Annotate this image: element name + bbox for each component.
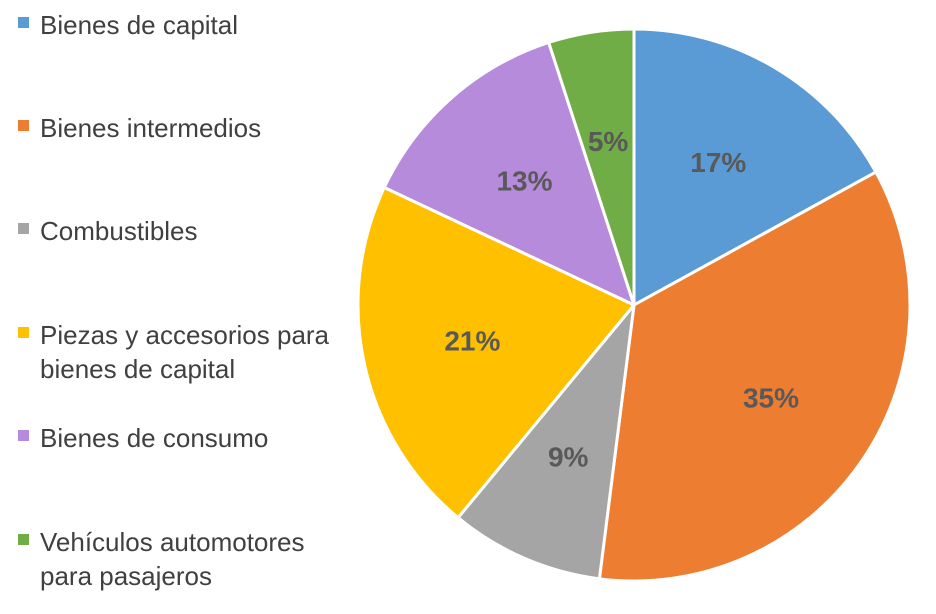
data-label-bienes-de-capital: 17% [690,147,746,178]
data-label-combustibles: 9% [548,441,589,472]
legend-swatch [18,327,29,338]
pie-slice-combustibles [456,303,636,581]
legend-swatch [18,223,29,234]
legend-swatch [18,430,29,441]
legend-label: Bienes intermedios [40,113,262,143]
pie-slice-vehiculos-automotores [547,27,636,307]
legend-swatch [18,120,29,131]
pie-slice-bienes-intermedios [597,170,912,583]
chart-legend: Bienes de capital Bienes intermedios Com… [0,0,340,614]
pie-slice-bienes-de-consumo [382,41,636,307]
legend-label: Bienes de capital [40,10,239,40]
legend-label: Combustibles [40,216,198,246]
legend-swatch [18,17,29,28]
legend-label: Bienes de consumo [40,423,269,453]
data-label-bienes-intermedios: 35% [743,383,799,414]
legend-swatch [18,534,29,545]
data-label-bienes-de-consumo: 13% [496,165,552,196]
legend-label: Vehículos automotores para pasajeros [40,527,305,591]
legend-label: Piezas y accesorios para bienes de capit… [40,320,330,384]
data-label-piezas-y-accesorios: 21% [444,326,500,357]
pie-slice-piezas-y-accesorios [356,185,636,520]
pie-slice-bienes-de-capital [632,27,878,307]
data-label-vehiculos-automotores: 5% [588,126,629,157]
